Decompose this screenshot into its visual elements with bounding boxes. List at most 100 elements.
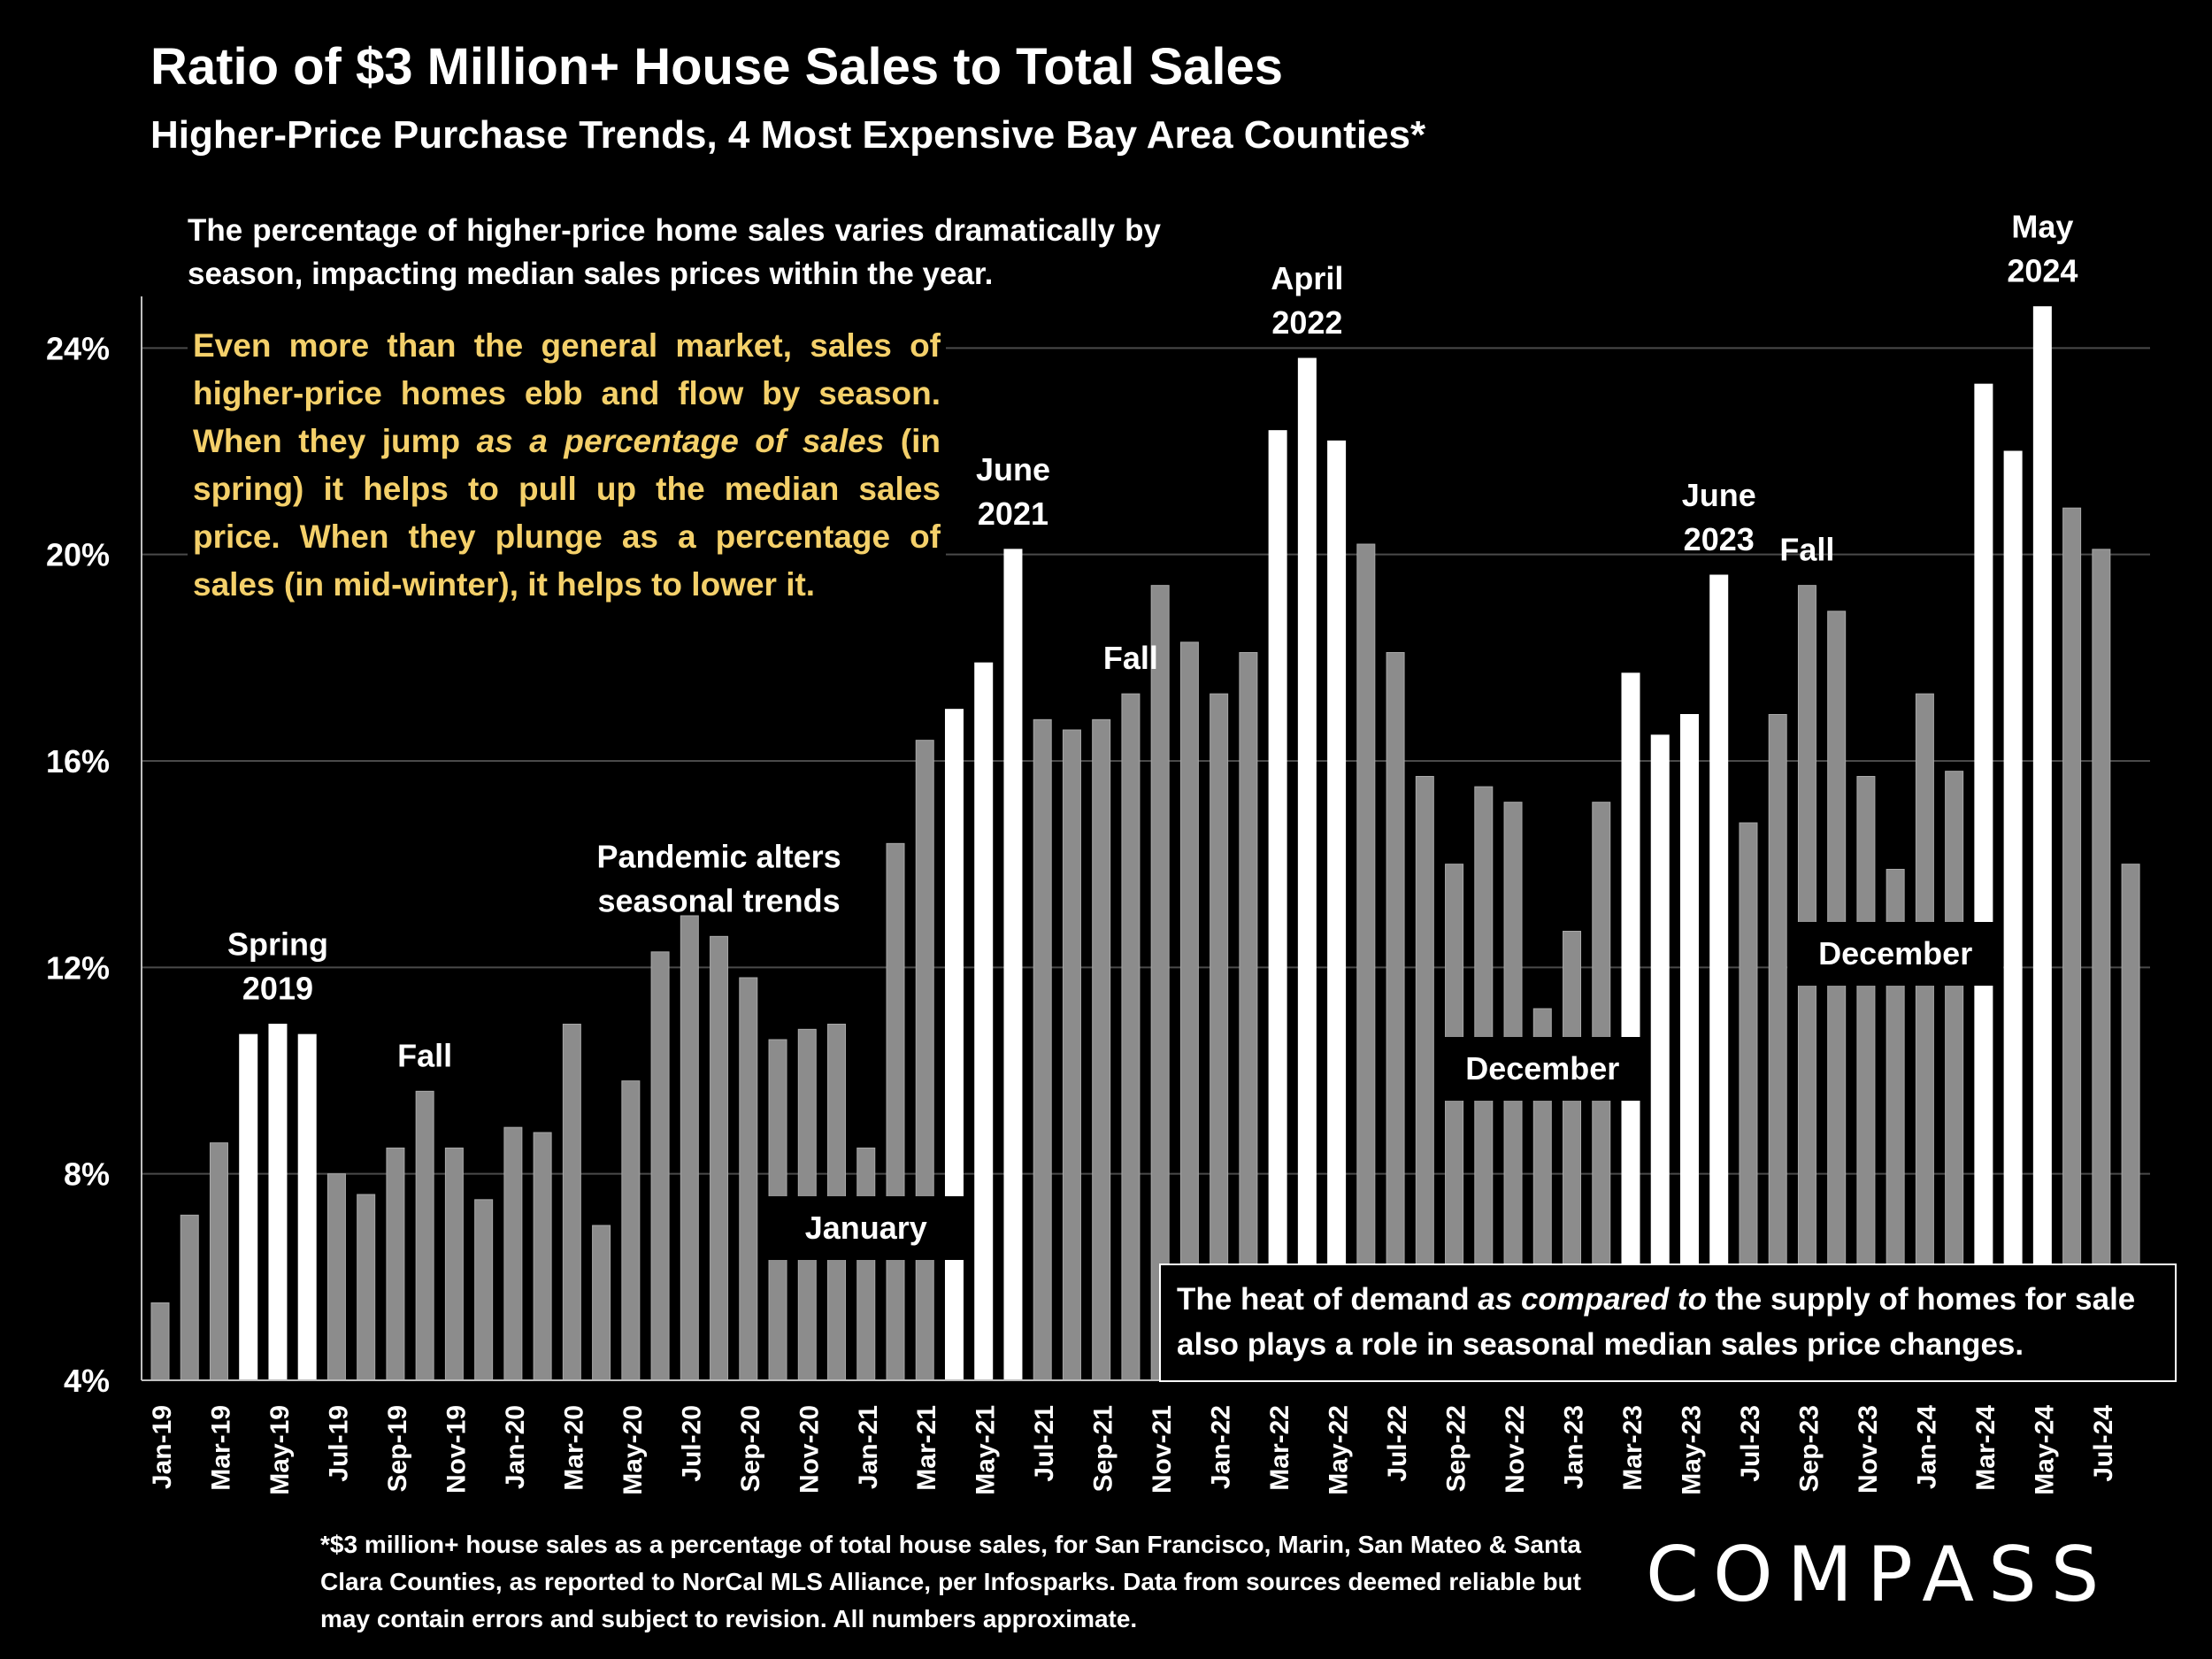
bar [562, 1024, 581, 1381]
annotation: June 2023 [1682, 477, 1756, 557]
bar [886, 842, 905, 1381]
bar [2092, 549, 2111, 1381]
x-tick-label: May-22 [1325, 1405, 1354, 1495]
chart-subtitle: Higher-Price Purchase Trends, 4 Most Exp… [150, 113, 1426, 157]
x-tick-label: Jan-21 [854, 1405, 883, 1489]
bar [944, 709, 964, 1381]
bar [533, 1132, 552, 1381]
y-tick-label: 16% [46, 743, 110, 780]
bar [2062, 507, 2082, 1381]
annotation: Spring 2019 [227, 926, 328, 1007]
bar [386, 1148, 405, 1381]
annotation: Fall [397, 1037, 452, 1073]
bar [1974, 383, 1993, 1381]
bar [2003, 450, 2023, 1381]
x-tick-label: Nov-19 [442, 1405, 471, 1494]
x-tick-label: Nov-20 [795, 1405, 824, 1494]
x-tick-label: Mar-19 [206, 1405, 235, 1491]
seasonal-note: Even more than the general market, sales… [188, 319, 946, 613]
bar [415, 1090, 434, 1381]
bar [1092, 718, 1111, 1381]
bar [239, 1033, 258, 1381]
bar [856, 1148, 876, 1381]
footnote: *$3 million+ house sales as a percentage… [320, 1531, 1581, 1632]
x-tick-label: Nov-22 [1501, 1405, 1530, 1494]
axes: 4% 8% 12% 16% 20% 24% Jan-19 Mar-19 May-19 Jul-19… [46, 296, 2150, 1495]
x-tick-label: Mar-24 [1971, 1405, 2001, 1491]
bar [974, 662, 994, 1381]
annotation-text: May [2011, 209, 2073, 245]
annotation-text: 2024 [2007, 253, 2078, 289]
x-tick-label: Mar-23 [1618, 1405, 1647, 1491]
annotation-text: June [976, 451, 1050, 488]
x-tick-label: May-23 [1677, 1405, 1706, 1495]
x-tick-label: Jan-20 [501, 1405, 530, 1489]
bar [209, 1142, 228, 1381]
annotation-text: Fall [1103, 640, 1158, 676]
bar [915, 740, 934, 1381]
x-tick-label: Mar-20 [559, 1405, 588, 1491]
bar [1150, 585, 1170, 1381]
annotation-text: 2019 [242, 971, 313, 1007]
annotation-text: June [1682, 477, 1756, 513]
boxed-label-bg [1434, 1037, 1651, 1101]
logo-text: COMPASS [1646, 1531, 2114, 1619]
bar [1297, 357, 1317, 1381]
bar [503, 1126, 523, 1381]
bar [326, 1173, 346, 1381]
boxed-label-text: December [1465, 1050, 1619, 1087]
x-tick-label: May-19 [265, 1405, 295, 1495]
x-tick-label: Sep-19 [383, 1405, 412, 1492]
boxed-label-text: January [805, 1210, 927, 1246]
annotation-text: Spring [227, 926, 328, 963]
x-tick-label: Jul-22 [1383, 1405, 1412, 1482]
x-tick-label: Jan-19 [148, 1405, 177, 1489]
chart-title: Ratio of $3 Million+ House Sales to Tota… [150, 38, 1284, 96]
x-tick-label: May-24 [2030, 1405, 2059, 1495]
bar [2032, 306, 2052, 1381]
bar [444, 1148, 464, 1381]
bar [1121, 693, 1141, 1381]
bar [739, 977, 758, 1381]
x-tick-label: Nov-23 [1854, 1405, 1883, 1494]
x-tick-label: Sep-21 [1089, 1405, 1118, 1492]
boxed-label-bg [1787, 922, 2004, 986]
annotation: June 2021 [976, 451, 1050, 532]
bar [1003, 549, 1023, 1381]
bar [621, 1080, 641, 1381]
bar [1709, 574, 1729, 1381]
annotation: April 2022 [1271, 260, 1343, 341]
bar [357, 1194, 376, 1381]
compass-logo: COMPASS [1646, 1526, 2132, 1624]
bar [150, 1302, 170, 1381]
x-tick-label: Jul-20 [677, 1405, 706, 1482]
y-tick-label: 20% [46, 537, 110, 573]
annotation-text: seasonal trends [597, 882, 840, 918]
y-tick-label: 8% [64, 1156, 110, 1193]
annotation: Fall [1779, 532, 1834, 568]
x-tick-label: May-21 [972, 1405, 1001, 1495]
intro-text: The percentage of higher-price home sale… [188, 213, 1161, 291]
bar [297, 1033, 317, 1381]
x-tick-label: Sep-23 [1794, 1405, 1824, 1492]
bar [680, 915, 699, 1381]
annotation: Pandemic alters seasonal trends [596, 838, 841, 918]
bars [150, 306, 2140, 1381]
bar [1062, 729, 1081, 1381]
x-tick-label: May-20 [618, 1405, 648, 1495]
annotation: May 2024 [2007, 209, 2078, 289]
bar [474, 1199, 494, 1381]
bar [268, 1024, 288, 1381]
annotation-text: 2022 [1271, 304, 1342, 341]
annotation-text: Fall [1779, 532, 1834, 568]
x-tick-label: Sep-22 [1442, 1405, 1471, 1492]
annotation: Fall [1103, 640, 1158, 676]
boxed-label: December [1787, 922, 2004, 986]
annotation-text: 2021 [978, 495, 1048, 532]
annotation-text: 2023 [1684, 521, 1755, 557]
x-tick-label: Jan-23 [1560, 1405, 1589, 1489]
bar [1033, 718, 1052, 1381]
x-tick-label: Sep-20 [736, 1405, 765, 1492]
x-tick-label: Jul-23 [1736, 1405, 1765, 1482]
